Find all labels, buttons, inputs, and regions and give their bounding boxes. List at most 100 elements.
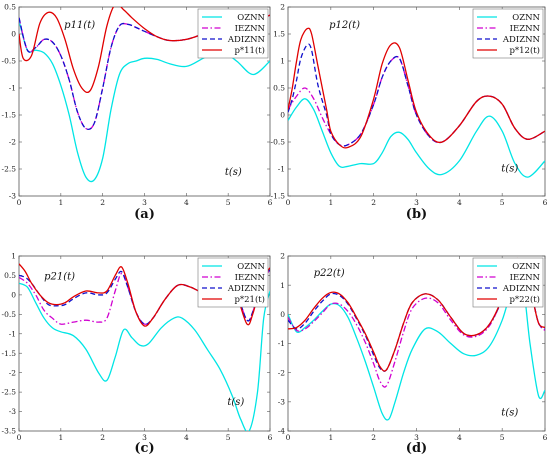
series-line-ieznn	[288, 266, 545, 388]
x-tick-label: 4	[457, 433, 462, 442]
y-tick-label: 0.5	[4, 3, 16, 12]
curve-annotation: p12(t)	[329, 20, 360, 31]
x-tick-label: 6	[543, 433, 548, 442]
x-tick-label: 4	[184, 433, 189, 442]
y-tick-label: -1	[9, 84, 16, 93]
legend-entry: p*12(t)	[509, 45, 540, 56]
x-tick-label: 6	[268, 433, 273, 442]
legend-entry: OZNN	[512, 262, 540, 272]
legend-entry: IEZNN	[235, 24, 266, 34]
panel-caption: (c)	[134, 441, 154, 456]
x-tick-label: 2	[371, 433, 376, 442]
panel-a: 0 1 2 3 4 5 6 0.5 0 -0.5 -1 -1.5 -2 -2.5 -3 p11(t) t(s) O…	[2, 3, 273, 222]
legend-entry: OZNN	[512, 13, 540, 23]
x-tick-label: 0	[286, 433, 291, 442]
time-axis-label: t(s)	[225, 167, 242, 178]
y-tick-label: 0.5	[273, 84, 285, 93]
x-tick-label: 3	[142, 198, 147, 207]
x-tick-label: 2	[100, 433, 105, 442]
time-axis-label: t(s)	[227, 397, 244, 408]
panel-caption: (a)	[134, 207, 155, 222]
y-tick-label: -1.5	[271, 192, 286, 201]
y-tick-label: -3	[9, 192, 17, 201]
y-tick-label: 1	[11, 252, 16, 261]
legend-entry: p*22(t)	[509, 294, 540, 305]
legend-entry: ADIZNN	[227, 35, 266, 45]
x-tick-label: 5	[500, 198, 505, 207]
x-tick-label: 6	[268, 198, 273, 207]
y-tick-label: 0	[280, 310, 285, 319]
y-tick-label: 1.5	[273, 30, 285, 39]
x-tick-label: 3	[142, 433, 147, 442]
legend-entry: OZNN	[237, 13, 265, 23]
series-line-oznn	[19, 282, 270, 431]
y-tick-label: 2	[280, 252, 285, 261]
y-tick-label: -1.5	[2, 349, 17, 358]
y-tick-label: 0	[11, 290, 16, 299]
x-tick-label: 5	[226, 433, 231, 442]
y-tick-label: -3	[278, 397, 286, 406]
y-tick-label: 1	[280, 281, 285, 290]
x-tick-label: 3	[414, 433, 419, 442]
y-tick-label: -0.5	[2, 310, 17, 319]
y-tick-label: -1.5	[2, 111, 17, 120]
x-tick-label: 0	[286, 198, 291, 207]
legend-entry: IEZNN	[510, 24, 541, 34]
panel-caption: (b)	[406, 207, 427, 222]
legend-entry: ADIZNN	[502, 284, 541, 294]
y-tick-label: -4	[278, 427, 286, 436]
x-tick-label: 1	[328, 433, 333, 442]
series-line-oznn	[288, 98, 545, 178]
y-tick-label: 0.5	[4, 271, 16, 280]
x-tick-label: 1	[328, 198, 333, 207]
legend-entry: ADIZNN	[227, 284, 266, 294]
panel-b: 0 1 2 3 4 5 6 2 1.5 1 0.5 0 -0.5 -1 -1.5 p12(t) t(s) OZNN…	[271, 3, 548, 222]
y-tick-label: -0.5	[271, 138, 286, 147]
curve-annotation: p22(t)	[314, 268, 345, 279]
x-tick-label: 6	[543, 198, 548, 207]
series-group	[288, 27, 545, 178]
x-tick-label: 5	[226, 198, 231, 207]
y-tick-label: -2	[9, 138, 17, 147]
time-axis-label: t(s)	[501, 407, 518, 418]
y-tick-label: -3.5	[2, 427, 17, 436]
y-tick-label: 2	[280, 3, 285, 12]
y-tick-label: -1	[278, 165, 285, 174]
y-tick-label: -1	[9, 329, 16, 338]
legend-entry: IEZNN	[510, 273, 541, 283]
y-tick-label: -2	[9, 368, 17, 377]
legend-entry: IEZNN	[235, 273, 266, 283]
x-tick-label: 2	[371, 198, 376, 207]
legend-entry: p*21(t)	[234, 294, 265, 305]
x-tick-label: 5	[500, 433, 505, 442]
series-line-p-12-t-	[288, 27, 545, 149]
legend-entry: p*11(t)	[234, 45, 265, 56]
y-tick-label: -0.5	[2, 57, 17, 66]
y-tick-label: 0	[280, 111, 285, 120]
legend-entry: OZNN	[237, 262, 265, 272]
time-axis-label: t(s)	[501, 163, 518, 174]
x-tick-label: 1	[58, 433, 63, 442]
x-tick-label: 4	[457, 198, 462, 207]
panel-c: 0 1 2 3 4 5 6 1 0.5 0 -0.5 -1 -1.5 -2 -2.5 -3 -3.5 p21(t)…	[2, 252, 273, 456]
x-tick-label: 4	[184, 198, 189, 207]
y-tick-label: -2.5	[2, 388, 17, 397]
panel-d: 0 1 2 3 4 5 6 2 1 0 -1 -2 -3 -4 p22(t) t(s) OZNNIEZNNADI…	[278, 252, 548, 456]
x-tick-label: 2	[100, 198, 105, 207]
curve-annotation: p11(t)	[64, 20, 95, 31]
y-tick-label: -3	[9, 407, 17, 416]
x-tick-label: 0	[17, 433, 22, 442]
curve-annotation: p21(t)	[44, 272, 75, 283]
x-tick-label: 0	[17, 198, 22, 207]
x-tick-label: 1	[58, 198, 63, 207]
legend-entry: ADIZNN	[502, 35, 541, 45]
x-tick-label: 3	[414, 198, 419, 207]
y-tick-label: 1	[280, 57, 285, 66]
panel-caption: (d)	[406, 441, 427, 456]
y-tick-label: 0	[11, 30, 16, 39]
